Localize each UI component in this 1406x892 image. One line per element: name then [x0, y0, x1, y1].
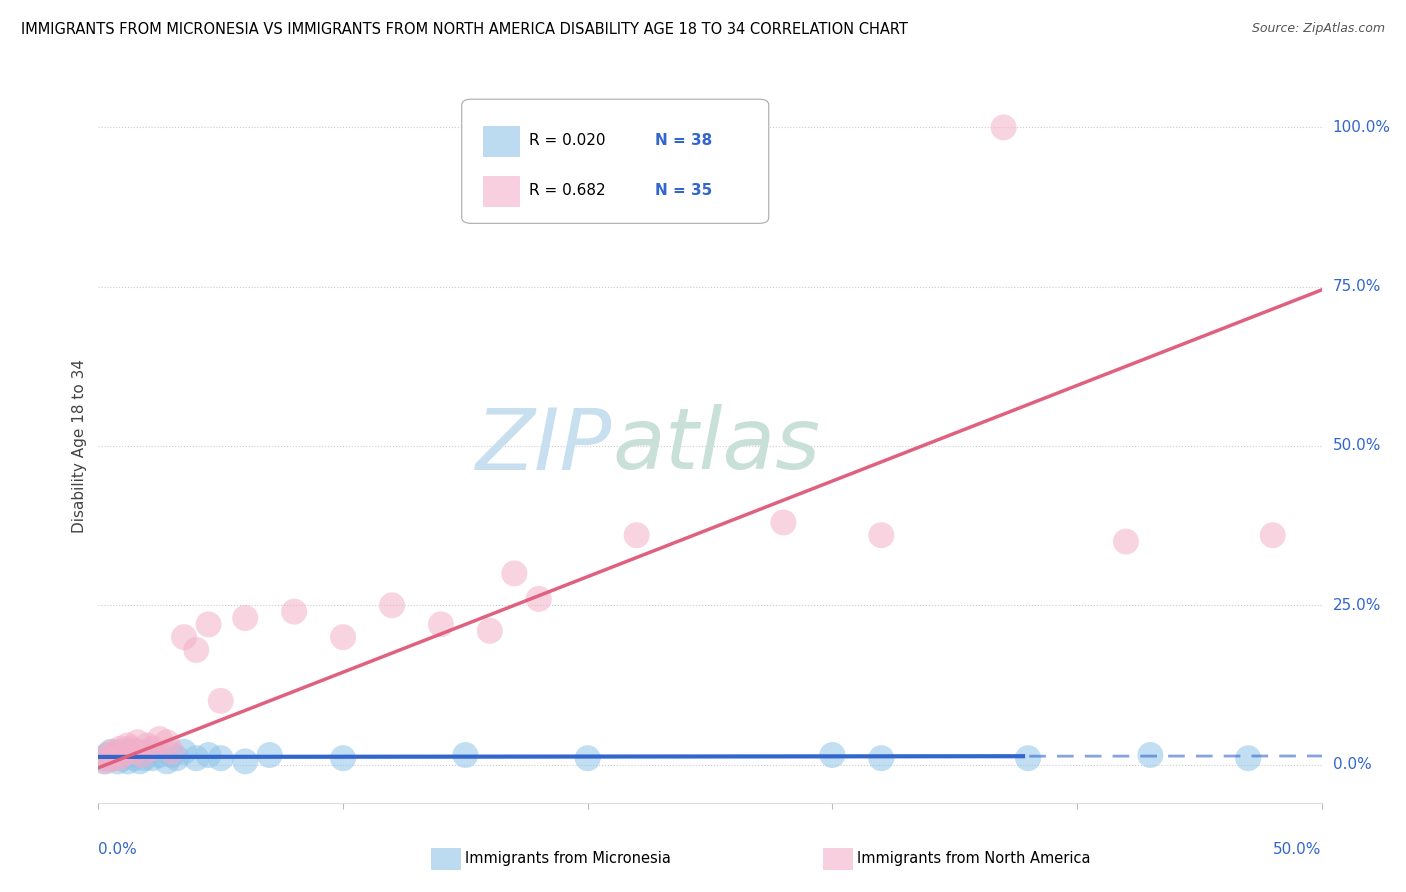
Point — [114, 747, 136, 762]
Text: Source: ZipAtlas.com: Source: ZipAtlas.com — [1251, 22, 1385, 36]
Point — [209, 751, 232, 765]
Point — [259, 747, 281, 762]
Point — [136, 745, 159, 759]
Text: R = 0.020: R = 0.020 — [529, 133, 606, 148]
Point — [110, 745, 132, 759]
Point — [100, 745, 122, 759]
Point — [527, 591, 550, 606]
Point — [186, 751, 208, 765]
Point — [478, 624, 501, 638]
Point — [104, 747, 127, 762]
Point — [124, 745, 146, 759]
Point — [111, 747, 134, 762]
Point — [124, 751, 146, 765]
Point — [870, 751, 893, 765]
Point — [91, 755, 114, 769]
Text: R = 0.682: R = 0.682 — [529, 183, 606, 198]
Point — [1261, 528, 1284, 542]
Point — [160, 745, 183, 759]
Point — [107, 755, 129, 769]
Point — [160, 747, 183, 762]
Point — [101, 745, 124, 759]
Point — [97, 747, 120, 762]
Point — [197, 747, 219, 762]
FancyBboxPatch shape — [823, 847, 852, 869]
Point — [626, 528, 648, 542]
Point — [149, 747, 172, 762]
FancyBboxPatch shape — [461, 99, 769, 223]
Point — [1237, 751, 1260, 765]
Point — [993, 120, 1015, 135]
Text: ZIP: ZIP — [475, 404, 612, 488]
Point — [332, 751, 354, 765]
Point — [173, 630, 195, 644]
Point — [430, 617, 453, 632]
Point — [332, 630, 354, 644]
Text: atlas: atlas — [612, 404, 820, 488]
Point — [576, 751, 599, 765]
Point — [110, 741, 132, 756]
FancyBboxPatch shape — [482, 126, 519, 155]
Point — [233, 611, 256, 625]
Point — [107, 751, 129, 765]
Text: IMMIGRANTS FROM MICRONESIA VS IMMIGRANTS FROM NORTH AMERICA DISABILITY AGE 18 TO: IMMIGRANTS FROM MICRONESIA VS IMMIGRANTS… — [21, 22, 908, 37]
Text: N = 38: N = 38 — [655, 133, 713, 148]
Point — [100, 752, 122, 766]
Point — [91, 751, 114, 765]
FancyBboxPatch shape — [432, 847, 461, 869]
Point — [1115, 534, 1137, 549]
Point — [127, 735, 149, 749]
Point — [1017, 751, 1039, 765]
Point — [503, 566, 526, 581]
Point — [121, 747, 143, 762]
Text: 0.0%: 0.0% — [1333, 757, 1371, 772]
Point — [197, 617, 219, 632]
Text: Immigrants from North America: Immigrants from North America — [856, 851, 1090, 866]
Point — [131, 747, 153, 762]
Point — [129, 755, 152, 769]
Point — [134, 751, 156, 765]
Point — [166, 751, 188, 765]
Point — [117, 739, 139, 753]
Text: Immigrants from Micronesia: Immigrants from Micronesia — [465, 851, 671, 866]
Point — [173, 745, 195, 759]
Point — [149, 732, 172, 747]
Point — [136, 739, 159, 753]
Point — [209, 694, 232, 708]
Point — [120, 745, 142, 759]
Point — [111, 751, 134, 765]
Point — [186, 643, 208, 657]
Point — [821, 747, 844, 762]
FancyBboxPatch shape — [482, 176, 519, 205]
Text: 100.0%: 100.0% — [1333, 120, 1391, 135]
Point — [97, 747, 120, 762]
Text: 50.0%: 50.0% — [1333, 439, 1381, 453]
Point — [870, 528, 893, 542]
Text: 0.0%: 0.0% — [98, 842, 138, 856]
Text: 25.0%: 25.0% — [1333, 598, 1381, 613]
Point — [381, 599, 404, 613]
Point — [117, 755, 139, 769]
Point — [283, 605, 305, 619]
Text: 50.0%: 50.0% — [1274, 842, 1322, 856]
Point — [1139, 747, 1161, 762]
Point — [101, 751, 124, 765]
Point — [156, 755, 179, 769]
Point — [131, 747, 153, 762]
Point — [94, 755, 117, 769]
Y-axis label: Disability Age 18 to 34: Disability Age 18 to 34 — [72, 359, 87, 533]
Text: N = 35: N = 35 — [655, 183, 713, 198]
Point — [454, 747, 477, 762]
Point — [772, 516, 794, 530]
Point — [233, 755, 256, 769]
Point — [120, 741, 142, 756]
Point — [156, 735, 179, 749]
Text: 75.0%: 75.0% — [1333, 279, 1381, 294]
Point — [141, 741, 163, 756]
Point — [141, 751, 163, 765]
Point — [127, 745, 149, 759]
